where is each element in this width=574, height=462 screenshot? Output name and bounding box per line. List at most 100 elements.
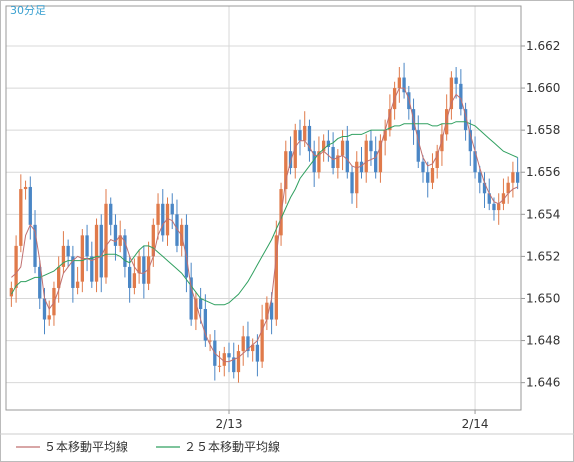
candle-body [203, 309, 208, 341]
candle-body [184, 224, 189, 278]
candle-body [303, 125, 307, 141]
candle-body [298, 130, 302, 141]
candle-body [104, 203, 108, 278]
period-label: 30分足 [10, 4, 46, 17]
candle-body [28, 186, 32, 225]
candle-body [75, 281, 80, 288]
moving-averages [10, 87, 518, 363]
candle-body [142, 256, 146, 284]
y-tick-label: 1.648 [526, 334, 560, 348]
candle-body [241, 336, 245, 352]
candle-body [449, 77, 454, 110]
candle-body [307, 125, 312, 152]
candle-body [374, 151, 378, 173]
candle-body [265, 302, 269, 320]
y-tick-label: 1.662 [526, 39, 560, 53]
x-tick-label: 2/14 [462, 417, 489, 431]
candle-body [33, 224, 37, 267]
y-tick-label: 1.646 [526, 376, 560, 390]
candle-body [19, 189, 23, 246]
candle-body [246, 336, 250, 352]
candle-body [9, 287, 14, 297]
candle-body [497, 203, 501, 211]
candle-body [473, 151, 477, 173]
candle-body [435, 151, 439, 169]
candle-body [369, 140, 373, 152]
candle-body [402, 77, 406, 93]
candle-body [416, 130, 420, 162]
y-tick-label: 1.650 [526, 291, 560, 305]
candle-body [364, 140, 368, 173]
candle-body [132, 273, 137, 288]
candle-body [85, 235, 89, 257]
candle-body [165, 203, 170, 236]
candle-body [255, 344, 260, 362]
candle-body [350, 172, 354, 194]
legend-label-ma5: ５本移動平均線 [44, 439, 128, 454]
candle-body [161, 203, 165, 236]
candle-body [397, 77, 402, 89]
candle-body [478, 172, 482, 183]
y-tick-label: 1.654 [526, 207, 560, 221]
candle-body [260, 319, 264, 362]
candle-body [47, 315, 51, 320]
candle-body [340, 140, 345, 156]
candle-body [378, 140, 383, 173]
x-axis: 2/13 2/14 [216, 410, 489, 431]
candle-body [454, 77, 458, 84]
candle-body [156, 203, 160, 225]
candle-body [208, 340, 212, 342]
candle-body [109, 203, 113, 225]
y-tick-label: 1.652 [526, 249, 560, 263]
candle-body [317, 151, 321, 173]
legend-label-ma25: ２５本移動平均線 [184, 439, 280, 454]
candle-body [288, 151, 293, 169]
candle-body [274, 235, 278, 320]
candle-body [284, 151, 288, 190]
candle-body [170, 203, 174, 215]
legend: ５本移動平均線 ２５本移動平均線 [16, 439, 280, 454]
candle-body [487, 193, 491, 204]
candle-body [355, 161, 359, 194]
candle-body [359, 161, 364, 173]
candle-body [217, 365, 222, 367]
candle-body [198, 298, 203, 309]
y-axis: 1.646 1.648 1.650 1.652 1.654 1.656 1.658 1.660… [521, 39, 560, 390]
candle-body [345, 140, 349, 173]
candle-body [42, 298, 47, 320]
candle-body [232, 357, 236, 373]
candle-body [492, 203, 496, 211]
x-tick-label: 2/13 [216, 417, 243, 431]
candle-body [511, 172, 515, 183]
candle-body [269, 302, 274, 320]
y-tick-label: 1.656 [526, 165, 560, 179]
candle-body [326, 140, 331, 147]
ma5-line [11, 87, 518, 363]
y-tick-label: 1.658 [526, 123, 560, 137]
candle-body [421, 161, 425, 173]
candle-body [426, 172, 430, 183]
candle-body [388, 109, 392, 131]
candle-body [123, 235, 127, 267]
candle-body [99, 224, 103, 278]
plot-area-border [5, 5, 522, 411]
candle-body [151, 224, 155, 257]
candle-body [440, 134, 444, 152]
candle-body [38, 266, 42, 299]
candle-body [71, 256, 75, 288]
candle-body [137, 256, 141, 274]
candle-body [57, 266, 61, 288]
candle-body [146, 256, 151, 284]
y-tick-label: 1.660 [526, 81, 560, 95]
candle-body [113, 224, 118, 246]
candle-body [94, 224, 99, 282]
candle-body [61, 245, 66, 267]
candle-body [23, 186, 28, 190]
candle-body [506, 182, 510, 194]
candle-body [251, 344, 255, 352]
candle-body [236, 351, 241, 373]
candle-body [66, 245, 70, 257]
candle-body [468, 130, 472, 152]
candle-body [501, 193, 506, 204]
